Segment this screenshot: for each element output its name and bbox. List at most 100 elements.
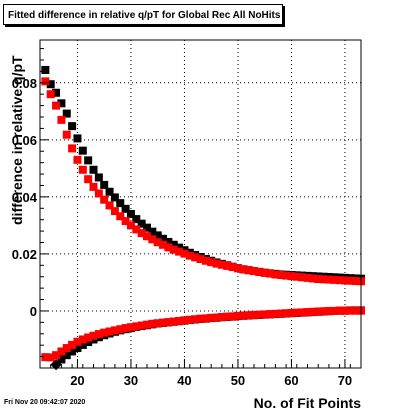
data-point	[148, 235, 157, 244]
data-point	[137, 321, 146, 330]
data-point	[250, 267, 258, 276]
data-point	[207, 313, 216, 322]
data-point	[121, 324, 130, 333]
data-point	[143, 223, 151, 232]
data-point	[159, 234, 168, 243]
data-point	[255, 267, 264, 276]
y-tick-label: 0.06	[12, 133, 37, 148]
data-point	[57, 355, 66, 364]
data-point	[175, 316, 184, 325]
data-point	[351, 277, 360, 286]
data-point	[196, 314, 205, 323]
data-point	[223, 261, 232, 270]
data-point	[89, 165, 98, 174]
data-point	[228, 312, 237, 321]
x-tick-label: 20	[70, 373, 84, 388]
x-tick-label: 50	[231, 373, 245, 388]
data-point	[153, 231, 162, 240]
data-point	[148, 227, 157, 236]
y-axis-label: difference in relative q/pT	[9, 55, 25, 225]
data-point	[239, 265, 248, 274]
data-point	[52, 351, 61, 360]
x-axis-label: No. of Fit Points	[254, 395, 362, 411]
data-point	[148, 319, 157, 328]
data-point	[266, 310, 275, 319]
data-point	[41, 77, 50, 86]
data-point	[319, 275, 328, 284]
data-point	[239, 311, 248, 320]
data-point	[346, 276, 355, 285]
data-point	[94, 330, 103, 339]
data-point	[94, 189, 103, 198]
data-point	[84, 156, 93, 165]
data-point	[132, 215, 141, 224]
data-point	[110, 193, 119, 202]
data-point	[271, 309, 280, 318]
data-point	[255, 310, 264, 319]
data-point	[116, 212, 125, 221]
data-point	[169, 245, 178, 254]
data-point	[84, 338, 93, 347]
data-point	[68, 347, 77, 356]
data-point	[126, 221, 135, 230]
data-point	[110, 207, 119, 216]
data-point	[330, 306, 339, 315]
data-point	[78, 335, 87, 344]
data-point	[346, 306, 355, 315]
data-point	[89, 331, 98, 340]
chart-title: Fitted difference in relative q/pT for G…	[3, 4, 283, 25]
data-point	[201, 314, 210, 323]
data-point	[223, 312, 232, 321]
data-point	[159, 240, 168, 249]
data-point	[212, 259, 221, 268]
data-point	[159, 318, 168, 327]
data-point	[244, 266, 253, 275]
tick-labels: 20 30 40 50 60 70 0 0.02 0.04 0.06 0.08	[12, 76, 352, 388]
data-point	[126, 323, 135, 332]
data-point	[73, 344, 82, 353]
y-tick-label: 0.08	[12, 76, 37, 91]
data-point	[68, 144, 77, 153]
data-point	[78, 146, 87, 155]
data-point	[196, 255, 205, 264]
data-point	[185, 251, 194, 260]
data-point	[282, 271, 291, 280]
data-point	[287, 272, 296, 281]
data-point	[319, 307, 328, 316]
data-point	[89, 182, 98, 191]
data-point	[314, 307, 323, 316]
data-point	[180, 316, 189, 325]
data-point	[68, 340, 77, 349]
data-point	[46, 80, 55, 89]
data-point	[314, 275, 323, 284]
data-point	[340, 306, 349, 315]
data-point	[233, 264, 242, 273]
y-tick-label: 0.04	[12, 190, 38, 205]
data-point	[282, 309, 291, 318]
data-point	[191, 315, 200, 324]
data-point	[164, 318, 173, 327]
data-point	[175, 247, 184, 256]
data-point	[153, 238, 162, 247]
data-point	[260, 268, 269, 277]
data-point	[110, 326, 119, 335]
data-point	[84, 175, 93, 184]
data-point	[164, 237, 173, 246]
data-point	[228, 263, 237, 272]
data-point	[100, 195, 109, 204]
data-point	[335, 276, 344, 285]
y-tick-label: 0.02	[12, 247, 37, 262]
data-point	[164, 243, 173, 252]
data-point	[62, 109, 71, 118]
data-point	[292, 308, 301, 317]
x-tick-label: 70	[338, 373, 352, 388]
data-point	[298, 273, 307, 282]
data-point	[185, 315, 194, 324]
data-point	[41, 353, 50, 362]
data-point	[100, 328, 109, 337]
data-point	[250, 310, 258, 319]
series-0	[41, 65, 365, 283]
data-point	[330, 275, 339, 284]
data-point	[78, 340, 87, 349]
